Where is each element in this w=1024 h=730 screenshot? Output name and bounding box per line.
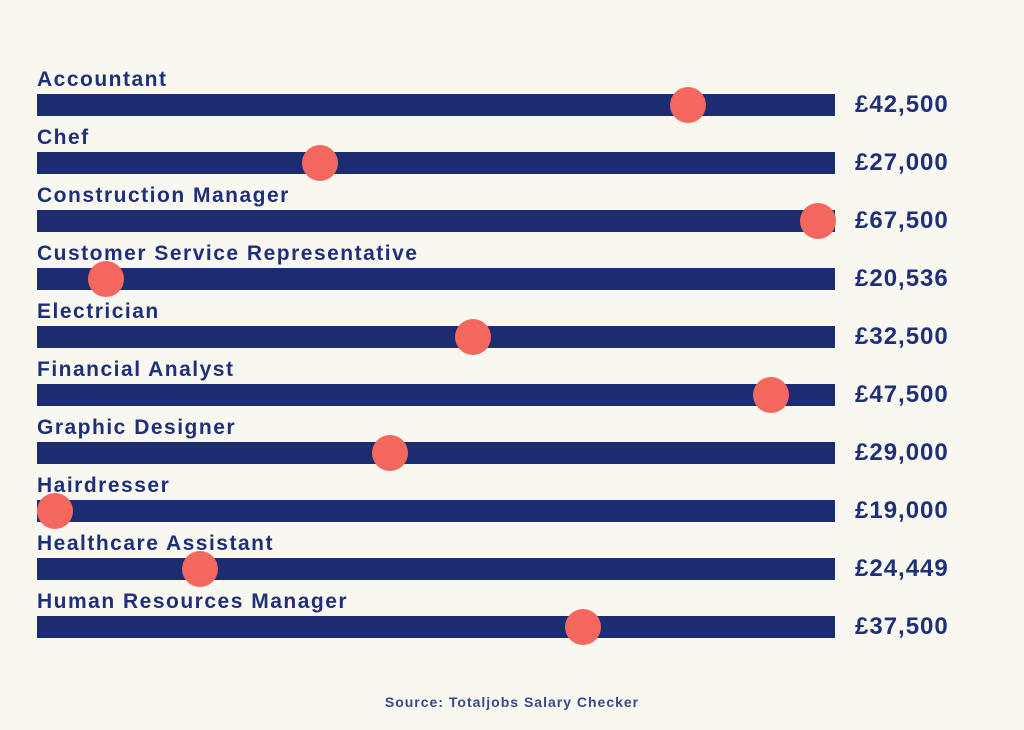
job-title-label: Accountant xyxy=(37,68,168,91)
salary-bar xyxy=(37,551,835,587)
salary-rows: Accountant £42,500 Chef £27,000 Construc… xyxy=(37,66,987,645)
job-title-label: Financial Analyst xyxy=(37,358,235,381)
job-title-label: Chef xyxy=(37,126,90,149)
job-title-label: Human Resources Manager xyxy=(37,590,349,613)
salary-bar xyxy=(37,377,835,413)
job-title-label: Construction Manager xyxy=(37,184,290,207)
salary-row: Chef £27,000 xyxy=(37,124,987,181)
salary-value-label: £24,449 xyxy=(855,555,949,582)
bar-line: £67,500 xyxy=(37,203,987,239)
salary-bar xyxy=(37,87,835,123)
salary-value-label: £47,500 xyxy=(855,381,949,408)
salary-value-label: £20,536 xyxy=(855,265,949,292)
job-title-label: Electrician xyxy=(37,300,160,323)
bar-line: £32,500 xyxy=(37,319,987,355)
bar-line: £20,536 xyxy=(37,261,987,297)
job-title-label: Graphic Designer xyxy=(37,416,237,439)
salary-row: Accountant £42,500 xyxy=(37,66,987,123)
bar-line: £37,500 xyxy=(37,609,987,645)
salary-value-label: £19,000 xyxy=(855,497,949,524)
source-note: Source: Totaljobs Salary Checker xyxy=(384,694,640,710)
salary-marker-dot xyxy=(181,551,218,587)
salary-bar xyxy=(37,203,837,239)
bar-line: £47,500 xyxy=(37,377,987,413)
salary-bar xyxy=(37,319,835,355)
salary-row: Electrician £32,500 xyxy=(37,298,987,355)
salary-value-label: £29,000 xyxy=(855,439,949,466)
salary-value-label: £27,000 xyxy=(855,149,949,176)
salary-value-label: £67,500 xyxy=(855,207,949,234)
salary-value-label: £42,500 xyxy=(855,91,949,118)
salary-row: Graphic Designer £29,000 xyxy=(37,414,987,471)
salary-row: Human Resources Manager £37,500 xyxy=(37,588,987,645)
salary-marker-dot xyxy=(37,493,74,529)
salary-bar xyxy=(37,261,835,297)
salary-bar xyxy=(37,609,835,645)
job-title-label: Hairdresser xyxy=(37,474,171,497)
salary-value-label: £32,500 xyxy=(855,323,949,350)
bar-line: £29,000 xyxy=(37,435,987,471)
salary-marker-dot xyxy=(753,377,790,413)
job-title-label: Healthcare Assistant xyxy=(37,532,274,555)
salary-bar xyxy=(37,145,835,181)
salary-row: Construction Manager £67,500 xyxy=(37,182,987,239)
salary-bar xyxy=(37,435,835,471)
salary-marker-dot xyxy=(371,435,408,471)
bar-line: £27,000 xyxy=(37,145,987,181)
salary-marker-dot xyxy=(800,203,837,239)
salary-marker-dot xyxy=(87,261,124,297)
salary-marker-dot xyxy=(302,145,339,181)
bar-line: £24,449 xyxy=(37,551,987,587)
salary-chart: Accountant £42,500 Chef £27,000 Construc… xyxy=(37,66,987,646)
job-title-label: Customer Service Representative xyxy=(37,242,419,265)
salary-bar xyxy=(37,493,835,529)
salary-row: Financial Analyst £47,500 xyxy=(37,356,987,413)
salary-row: Customer Service Representative £20,536 xyxy=(37,240,987,297)
salary-marker-dot xyxy=(454,319,491,355)
salary-row: Healthcare Assistant £24,449 xyxy=(37,530,987,587)
salary-marker-dot xyxy=(670,87,707,123)
salary-marker-dot xyxy=(564,609,601,645)
salary-row: Hairdresser £19,000 xyxy=(37,472,987,529)
salary-value-label: £37,500 xyxy=(855,613,949,640)
bar-line: £42,500 xyxy=(37,87,987,123)
bar-line: £19,000 xyxy=(37,493,987,529)
